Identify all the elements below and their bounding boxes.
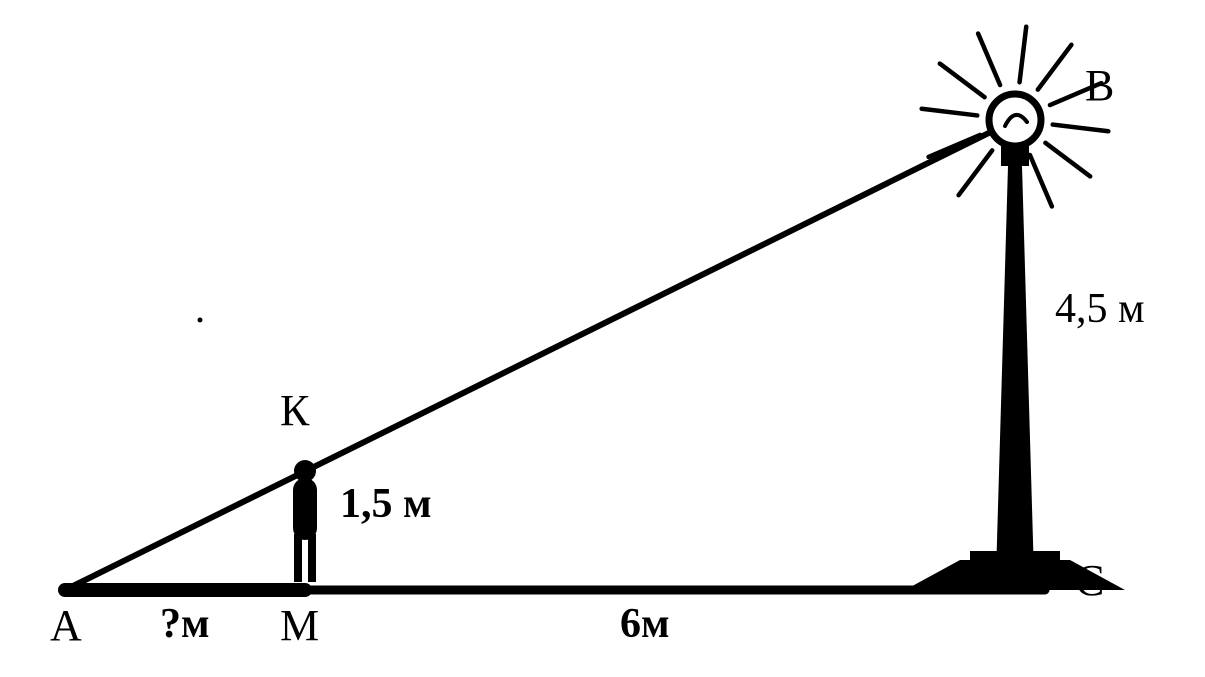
label-AM-unknown: ?м xyxy=(160,600,210,648)
label-BC-height: 4,5 м xyxy=(1055,285,1145,333)
label-K: К xyxy=(280,385,309,436)
label-A: A xyxy=(50,600,82,651)
label-M: M xyxy=(280,600,319,651)
label-C: C xyxy=(1075,555,1104,606)
label-B: B xyxy=(1085,60,1114,111)
label-MK-height: 1,5 м xyxy=(340,480,432,528)
label-MC-distance: 6м xyxy=(620,600,670,648)
geometry-diagram xyxy=(0,0,1205,677)
